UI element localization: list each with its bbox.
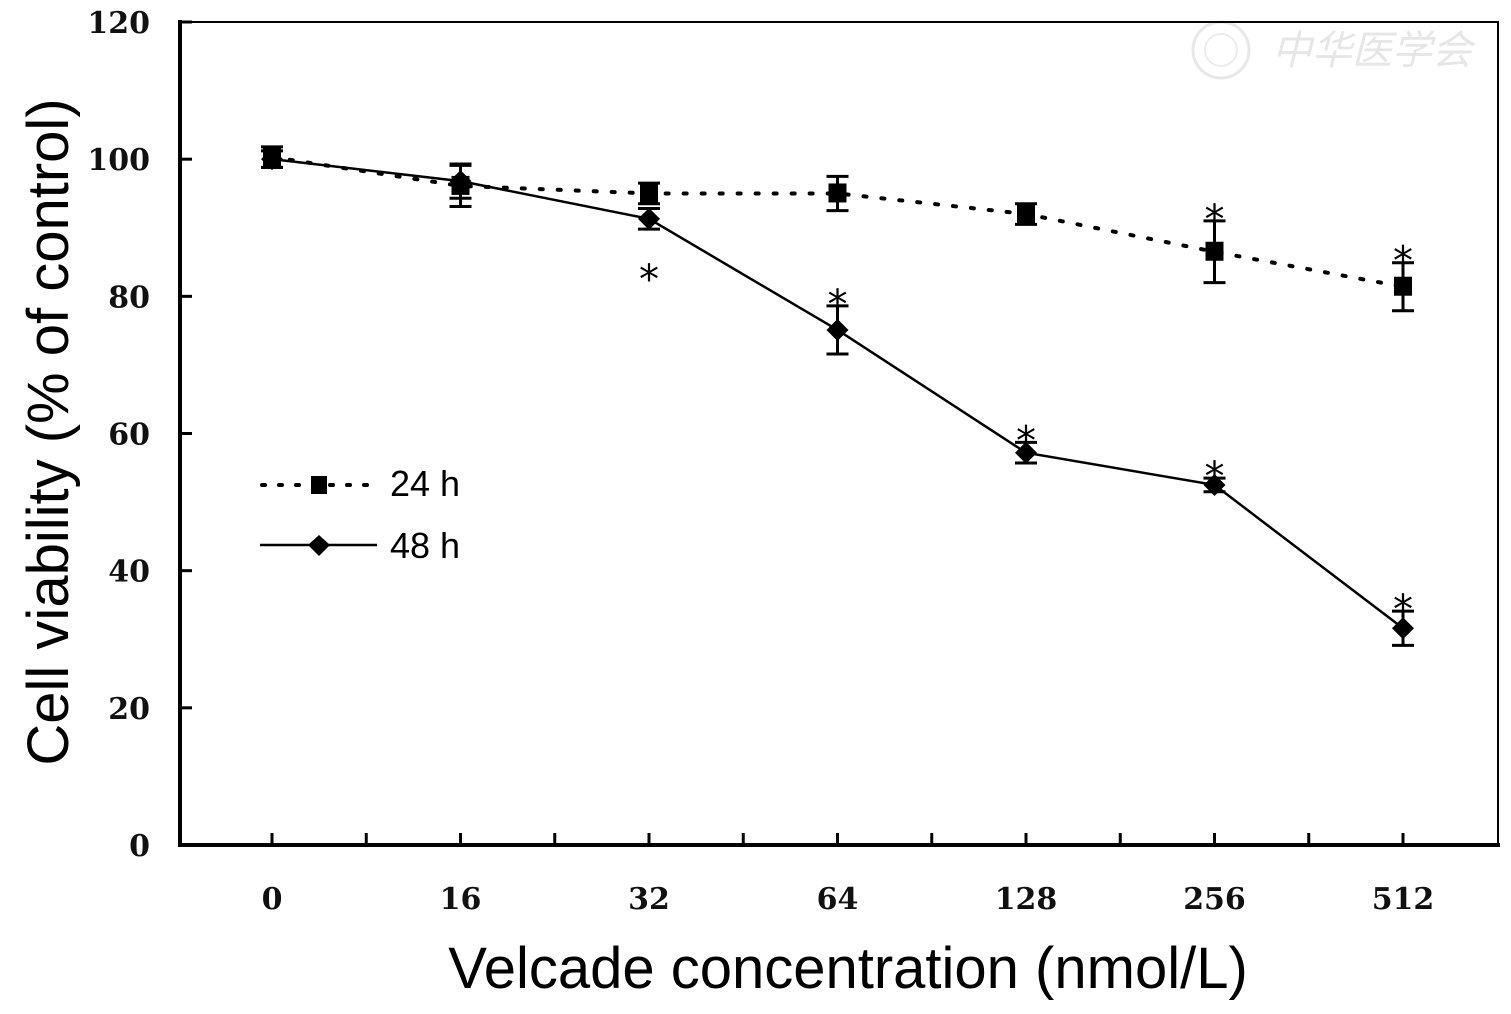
y-tick-label: 0	[129, 829, 150, 864]
y-tick-label: 120	[87, 6, 150, 41]
legend-label-48h: 48 h	[390, 525, 460, 566]
data-point-square-24h	[1394, 276, 1412, 296]
data-point-diamond-48h	[1015, 441, 1037, 464]
y-axis-ticks: 0 20 40 60 80 100 120	[87, 6, 192, 864]
data-point-square-24h	[1017, 204, 1035, 224]
legend-square-marker-icon	[311, 476, 327, 494]
y-tick-label: 80	[108, 280, 150, 315]
legend-item-48h: 48 h	[260, 525, 460, 566]
data-point-square-24h	[1205, 241, 1224, 261]
data-point-diamond-48h	[1203, 473, 1226, 496]
legend-diamond-marker-icon	[308, 535, 330, 556]
x-tick-label: 512	[1372, 882, 1435, 917]
watermark-logo-inner	[1204, 33, 1238, 67]
data-point-diamond-48h	[826, 318, 849, 341]
series-layer: * * * * * * *	[261, 145, 1414, 647]
legend: 24 h 48 h	[260, 463, 460, 566]
data-point-diamond-48h	[638, 207, 660, 230]
x-tick-label: 0	[262, 882, 283, 917]
watermark-logo-icon	[1191, 20, 1251, 80]
significance-star: *	[1205, 454, 1225, 500]
x-tick-label: 256	[1183, 882, 1246, 917]
x-axis-ticks: 0 16 32 64 128 256 512	[262, 833, 1435, 917]
legend-item-24h: 24 h	[260, 463, 460, 504]
x-tick-label: 64	[817, 882, 859, 917]
data-point-square-24h	[828, 183, 847, 203]
y-tick-label: 20	[108, 692, 150, 727]
significance-star: *	[1205, 197, 1225, 243]
legend-label-24h: 24 h	[390, 463, 460, 504]
watermark: 中华医学会	[1191, 20, 1476, 80]
x-axis-title: Velcade concentration (nmol/L)	[448, 936, 1248, 1001]
y-tick-label: 40	[108, 555, 150, 590]
data-point-diamond-48h	[261, 148, 283, 171]
significance-star: *	[1393, 239, 1413, 285]
x-tick-label: 16	[440, 882, 482, 917]
significance-star: *	[1393, 587, 1413, 633]
y-tick-label: 100	[87, 143, 150, 178]
plot-frame	[179, 21, 1499, 846]
series-48h: * * * * *	[261, 148, 1414, 647]
significance-star: *	[1016, 418, 1036, 464]
data-point-diamond-48h	[449, 170, 472, 193]
watermark-text: 中华医学会	[1272, 28, 1476, 74]
significance-star: *	[639, 257, 659, 303]
x-tick-label: 32	[628, 882, 670, 917]
data-point-square-24h	[640, 183, 658, 203]
y-tick-label: 60	[108, 418, 150, 453]
data-point-diamond-48h	[1392, 617, 1414, 640]
y-axis-title: Cell viability (% of control)	[16, 98, 81, 765]
x-tick-label: 128	[995, 882, 1058, 917]
significance-star: *	[828, 282, 848, 328]
